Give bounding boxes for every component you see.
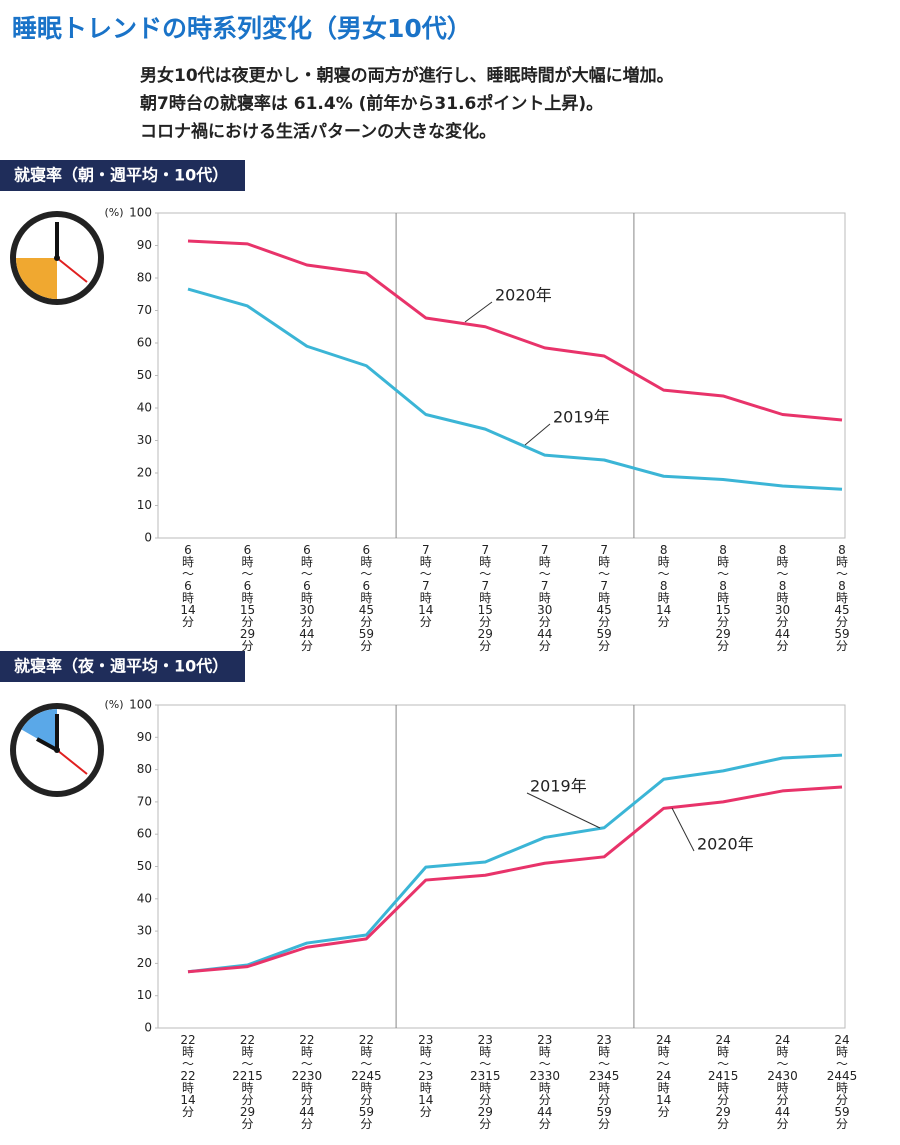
y-tick-label: 40 <box>137 401 152 415</box>
data-line <box>187 287 843 491</box>
section-banner <box>0 160 245 191</box>
data-line <box>187 785 843 974</box>
x-tick-label: 6 時〜 6 時 15 分 29 分 <box>240 543 255 653</box>
series-label: 2020年 <box>697 835 754 854</box>
x-tick-label: 8 時〜 8 時 14 分 <box>656 543 671 629</box>
chart-title: 就寝率（朝・週平均・10代） <box>14 166 228 185</box>
x-tick-label: 7 時〜 7 時 14 分 <box>418 543 433 629</box>
y-tick-label: 10 <box>137 988 152 1002</box>
y-tick-label: 90 <box>137 238 152 252</box>
x-tick-label: 6 時〜 6 時 45 分 59 分 <box>359 543 374 653</box>
y-tick-label: 30 <box>137 433 152 447</box>
x-tick-label: 23 時〜 2330 時分 44 分 <box>529 1033 560 1131</box>
series-label: 2019年 <box>553 408 610 427</box>
x-tick-label: 6 時〜 6 時 14 分 <box>180 543 195 629</box>
y-tick-label: 0 <box>144 1021 152 1035</box>
y-tick-label: 70 <box>137 303 152 317</box>
y-tick-label: 60 <box>137 827 152 841</box>
x-tick-label: 22 時〜 2215 時分 29 分 <box>232 1033 263 1131</box>
x-tick-label: 22 時〜 22 時 14 分 <box>180 1033 195 1119</box>
x-tick-label: 24 時〜 2430 時分 44 分 <box>767 1033 798 1131</box>
x-tick-label: 8 時〜 8 時 30 分 44 分 <box>775 543 790 653</box>
x-tick-label: 23 時〜 23 時 14 分 <box>418 1033 433 1119</box>
x-tick-label: 24 時〜 2415 時分 29 分 <box>708 1033 739 1131</box>
plot-frame <box>157 704 846 1029</box>
plot-frame <box>157 212 846 539</box>
y-tick-label: 50 <box>137 859 152 873</box>
y-tick-label: 90 <box>137 730 152 744</box>
x-tick-label: 24 時〜 2445 時分 59 分 <box>827 1033 858 1131</box>
x-tick-label: 23 時〜 2345 時分 59 分 <box>589 1033 620 1131</box>
y-axis-label: (%) <box>104 698 123 711</box>
y-tick-label: 80 <box>137 762 152 776</box>
description: コロナ禍における生活パターンの大きな変化。 <box>140 121 496 142</box>
y-tick-label: 0 <box>144 531 152 545</box>
leader-line <box>526 792 601 829</box>
y-tick-label: 10 <box>137 498 152 512</box>
section-banner <box>0 651 245 682</box>
x-tick-label: 7 時〜 7 時 30 分 44 分 <box>537 543 552 653</box>
page-title: 睡眠トレンドの時系列変化（男女10代） <box>12 14 472 43</box>
y-tick-label: 100 <box>129 206 152 220</box>
y-tick-label: 100 <box>129 698 152 712</box>
series-label: 2019年 <box>530 777 587 796</box>
leader-line <box>524 423 551 446</box>
y-tick-label: 30 <box>137 924 152 938</box>
y-axis-label: (%) <box>104 206 123 219</box>
clock-icon <box>10 703 104 797</box>
x-tick-label: 22 時〜 2230 時分 44 分 <box>292 1033 323 1131</box>
x-tick-label: 8 時〜 8 時 15 分 29 分 <box>715 543 730 653</box>
y-tick-label: 80 <box>137 271 152 285</box>
x-tick-label: 7 時〜 7 時 45 分 59 分 <box>597 543 612 653</box>
x-tick-label: 24 時〜 24 時 14 分 <box>656 1033 671 1119</box>
y-tick-label: 70 <box>137 794 152 808</box>
y-tick-label: 50 <box>137 368 152 382</box>
x-tick-label: 6 時〜 6 時 30 分 44 分 <box>299 543 314 653</box>
y-tick-label: 60 <box>137 336 152 350</box>
y-tick-label: 40 <box>137 891 152 905</box>
x-tick-label: 8 時〜 8 時 45 分 59 分 <box>834 543 849 653</box>
x-tick-label: 23 時〜 2315 時分 29 分 <box>470 1033 501 1131</box>
y-tick-label: 20 <box>137 466 152 480</box>
x-tick-label: 22 時〜 2245 時分 59 分 <box>351 1033 382 1131</box>
data-line <box>187 239 843 422</box>
data-line <box>187 753 843 974</box>
x-tick-label: 7 時〜 7 時 15 分 29 分 <box>478 543 493 653</box>
leader-line <box>671 807 695 852</box>
chart-title: 就寝率（夜・週平均・10代） <box>14 657 228 676</box>
y-tick-label: 20 <box>137 956 152 970</box>
clock-icon <box>10 211 104 305</box>
leader-line <box>464 301 493 323</box>
series-label: 2020年 <box>495 286 552 305</box>
description: 朝7時台の就寝率は 61.4% (前年から31.6ポイント上昇)。 <box>140 93 603 114</box>
description: 男女10代は夜更かし・朝寝の両方が進行し、睡眠時間が大幅に増加。 <box>140 65 674 86</box>
